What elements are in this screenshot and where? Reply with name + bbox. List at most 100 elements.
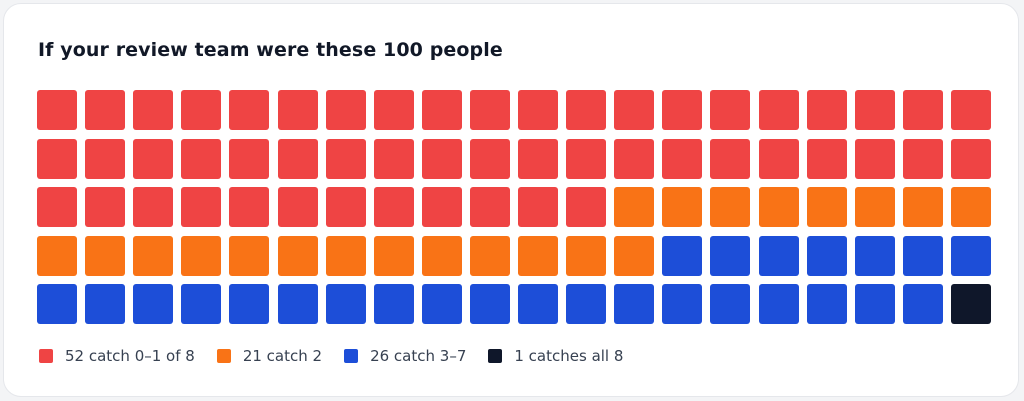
waffle-cell: [469, 138, 510, 179]
waffle-cell: [710, 187, 751, 227]
waffle-cell: [469, 90, 510, 130]
waffle-cell: [421, 138, 462, 179]
chart-title: If your review team were these 100 peopl…: [38, 39, 503, 61]
waffle-cell: [950, 235, 991, 276]
legend-item: 1 catches all 8: [488, 347, 623, 365]
waffle-cell: [85, 284, 126, 324]
waffle-cell: [181, 284, 222, 324]
waffle-cell: [181, 187, 222, 227]
legend-label: 21 catch 2: [242, 347, 323, 365]
waffle-cell: [518, 284, 558, 324]
waffle-cell: [566, 235, 607, 276]
waffle-cell: [325, 187, 366, 227]
waffle-cell: [37, 235, 77, 276]
waffle-cell: [325, 138, 366, 179]
waffle-cell: [37, 187, 77, 227]
waffle-cell: [37, 90, 77, 130]
waffle-cell: [614, 138, 655, 179]
waffle-cell: [758, 284, 799, 324]
waffle-cell: [85, 90, 126, 130]
waffle-cell: [469, 235, 510, 276]
waffle-cell: [421, 235, 462, 276]
waffle-cell: [662, 284, 703, 324]
waffle-cell: [277, 284, 318, 324]
waffle-cell: [133, 235, 174, 276]
waffle-cell: [758, 138, 799, 179]
waffle-cell: [902, 138, 943, 179]
waffle-cell: [806, 90, 847, 130]
waffle-cell: [181, 90, 222, 130]
waffle-cell: [229, 138, 270, 179]
waffle-cell: [710, 90, 751, 130]
waffle-cell: [229, 90, 270, 130]
waffle-cell: [614, 90, 655, 130]
waffle-cell: [566, 187, 607, 227]
waffle-cell: [373, 138, 414, 179]
waffle-cell: [421, 284, 462, 324]
legend-label: 1 catches all 8: [514, 347, 624, 365]
waffle-cell: [710, 284, 751, 324]
chart-card: If your review team were these 100 peopl…: [3, 3, 1019, 397]
legend-item: 21 catch 2: [216, 347, 323, 365]
waffle-cell: [421, 187, 462, 227]
waffle-cell: [758, 235, 799, 276]
waffle-cell: [902, 284, 943, 324]
waffle-cell: [950, 284, 991, 324]
waffle-cell: [758, 90, 799, 130]
waffle-cell: [854, 187, 895, 227]
waffle-cell: [614, 284, 655, 324]
waffle-cell: [373, 90, 414, 130]
legend-item: 26 catch 3–7: [344, 347, 466, 365]
waffle-cell: [518, 235, 558, 276]
waffle-cell: [37, 138, 77, 179]
waffle-cell: [902, 187, 943, 227]
waffle-cell: [566, 90, 607, 130]
waffle-cell: [277, 235, 318, 276]
waffle-cell: [469, 187, 510, 227]
waffle-cell: [806, 235, 847, 276]
waffle-cell: [854, 138, 895, 179]
waffle-cell: [806, 138, 847, 179]
waffle-cell: [950, 138, 991, 179]
waffle-cell: [710, 138, 751, 179]
waffle-cell: [518, 187, 558, 227]
waffle-cell: [662, 138, 703, 179]
waffle-cell: [710, 235, 751, 276]
legend-swatch: [216, 349, 231, 363]
waffle-cell: [469, 284, 510, 324]
legend-swatch: [488, 349, 503, 363]
waffle-cell: [277, 187, 318, 227]
waffle-cell: [566, 284, 607, 324]
waffle-cell: [806, 187, 847, 227]
waffle-cell: [325, 284, 366, 324]
legend-swatch: [344, 349, 359, 363]
waffle-cell: [229, 235, 270, 276]
waffle-cell: [614, 187, 655, 227]
waffle-cell: [85, 187, 126, 227]
waffle-cell: [277, 138, 318, 179]
legend-label: 52 catch 0–1 of 8: [65, 347, 195, 365]
waffle-cell: [133, 284, 174, 324]
waffle-cell: [373, 235, 414, 276]
waffle-cell: [566, 138, 607, 179]
waffle-grid: [37, 90, 991, 325]
waffle-cell: [662, 90, 703, 130]
legend-label: 26 catch 3–7: [370, 347, 467, 365]
waffle-cell: [181, 235, 222, 276]
waffle-cell: [133, 187, 174, 227]
waffle-cell: [518, 90, 558, 130]
waffle-cell: [854, 235, 895, 276]
legend-swatch: [39, 349, 53, 363]
waffle-cell: [758, 187, 799, 227]
waffle-cell: [229, 187, 270, 227]
legend: 52 catch 0–1 of 8 21 catch 2 26 catch 3–7 1…: [39, 347, 645, 365]
waffle-cell: [950, 90, 991, 130]
waffle-cell: [854, 90, 895, 130]
waffle-cell: [902, 235, 943, 276]
waffle-cell: [229, 284, 270, 324]
waffle-cell: [277, 90, 318, 130]
waffle-cell: [950, 187, 991, 227]
waffle-cell: [181, 138, 222, 179]
waffle-cell: [85, 138, 126, 179]
waffle-cell: [373, 284, 414, 324]
